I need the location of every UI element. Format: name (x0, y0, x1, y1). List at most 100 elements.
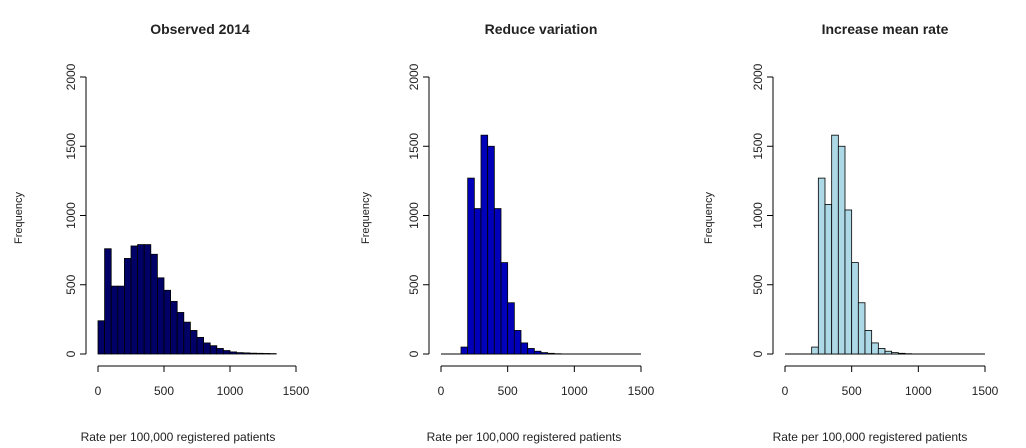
histogram-bar (150, 253, 158, 355)
histogram-bar (183, 321, 191, 355)
histogram-bar (527, 348, 535, 355)
chart-increase-mean-rate: Increase mean rate 0 500 1000 1500 0 500 1000 1… (703, 21, 999, 444)
histogram-bar (170, 300, 178, 355)
y-tick-label: 2000 (751, 63, 765, 90)
chart-title: Increase mean rate (822, 21, 949, 37)
histogram-bar (467, 177, 475, 355)
y-axis-label: Frequency (360, 192, 372, 244)
histogram-bar (189, 330, 198, 355)
histogram-bar (124, 258, 132, 355)
histogram-bar (877, 348, 886, 355)
x-axis-label: Rate per 100,000 registered patients (81, 430, 276, 444)
histogram-bar (540, 352, 549, 355)
y-tick-label: 1500 (751, 133, 765, 160)
x-axis-label: Rate per 100,000 registered patients (427, 430, 622, 444)
histogram-bar (117, 285, 125, 355)
x-tick-label: 1500 (283, 384, 310, 398)
histogram-bar (163, 289, 171, 355)
y-tick-label: 500 (407, 274, 421, 294)
x-tick-label: 500 (154, 384, 174, 398)
histogram-bar (262, 353, 270, 355)
histogram-bar (222, 350, 231, 355)
y-axis-label: Frequency (13, 192, 25, 244)
y-tick-label: 1000 (64, 202, 78, 229)
y-tick-label: 500 (751, 274, 765, 294)
chart-title: Observed 2014 (150, 21, 250, 37)
histogram-bar (104, 248, 112, 355)
histogram-bar (176, 312, 185, 355)
histogram-bar (196, 336, 204, 355)
histogram-bar (487, 145, 495, 355)
x-tick-label: 0 (782, 384, 789, 398)
y-tick-label: 1000 (751, 202, 765, 229)
histogram-bar (255, 352, 264, 355)
x-tick-label: 1000 (217, 384, 244, 398)
histogram-bar (242, 352, 251, 355)
histogram-bar (249, 352, 257, 355)
x-tick-label: 500 (498, 384, 518, 398)
x-tick-label: 1500 (628, 384, 655, 398)
axes: 0 500 1000 1500 0 500 1000 1500 2000 (407, 63, 655, 398)
histogram-bar (130, 245, 138, 355)
histogram-bar (507, 302, 515, 355)
histogram-bar (203, 342, 211, 355)
x-tick-label: 500 (842, 384, 862, 398)
y-tick-label: 1500 (64, 133, 78, 160)
histogram-bar (156, 277, 165, 355)
y-tick-label: 2000 (407, 63, 421, 90)
histogram-bar (110, 285, 119, 355)
histogram-bars (97, 244, 277, 355)
histogram-bar (460, 346, 469, 355)
y-tick-label: 0 (751, 350, 765, 357)
histogram-bar (824, 204, 833, 355)
histogram-bar (547, 352, 555, 355)
x-tick-label: 1000 (905, 384, 932, 398)
histogram-bar (520, 342, 529, 355)
histogram-bar (851, 262, 859, 355)
histogram-bar (97, 320, 105, 355)
x-tick-label: 1500 (972, 384, 999, 398)
y-tick-label: 1000 (407, 202, 421, 229)
y-tick-label: 0 (64, 350, 78, 357)
axes: 0 500 1000 1500 0 500 1000 1500 2000 (64, 63, 310, 398)
x-axis-label: Rate per 100,000 registered patients (773, 430, 968, 444)
histogram-bar (871, 342, 879, 355)
y-axis-label: Frequency (703, 192, 715, 244)
x-tick-label: 0 (438, 384, 445, 398)
histogram-bar (473, 208, 482, 355)
histogram-bar (500, 262, 509, 355)
x-tick-label: 1000 (561, 384, 588, 398)
histogram-bar (143, 244, 152, 355)
histogram-bar (513, 330, 522, 355)
histogram-bar (137, 244, 145, 355)
chart-reduce-variation: Reduce variation 0 500 1000 1500 0 500 1000 150… (360, 21, 655, 444)
histogram-bar (864, 330, 873, 355)
histogram-bar (831, 134, 839, 355)
histogram-bar (493, 208, 502, 355)
histogram-bar (884, 350, 893, 355)
histogram-bar (844, 209, 853, 355)
y-tick-label: 2000 (64, 63, 78, 90)
histogram-bar (209, 345, 218, 355)
histogram-bar (891, 352, 899, 355)
histogram-bar (837, 145, 846, 355)
histogram-bar (480, 134, 489, 355)
y-tick-label: 0 (407, 350, 421, 357)
axes: 0 500 1000 1500 0 500 1000 1500 2000 (751, 63, 999, 398)
histogram-bars (811, 134, 913, 355)
histogram-bar (897, 352, 906, 355)
histogram-bar (533, 350, 542, 355)
histogram-bar (236, 352, 244, 355)
histogram-bar (811, 346, 819, 355)
histogram-bars (460, 134, 562, 355)
chart-observed-2014: Observed 2014 0 500 1000 1500 0 500 1000 1500 20… (13, 21, 310, 444)
histogram-bar (229, 351, 237, 355)
y-tick-label: 500 (64, 274, 78, 294)
y-tick-label: 1500 (407, 133, 421, 160)
x-tick-label: 0 (95, 384, 102, 398)
chart-title: Reduce variation (485, 21, 598, 37)
histogram-bar (216, 348, 224, 355)
histogram-bar (817, 177, 826, 355)
histogram-bar (857, 302, 866, 355)
